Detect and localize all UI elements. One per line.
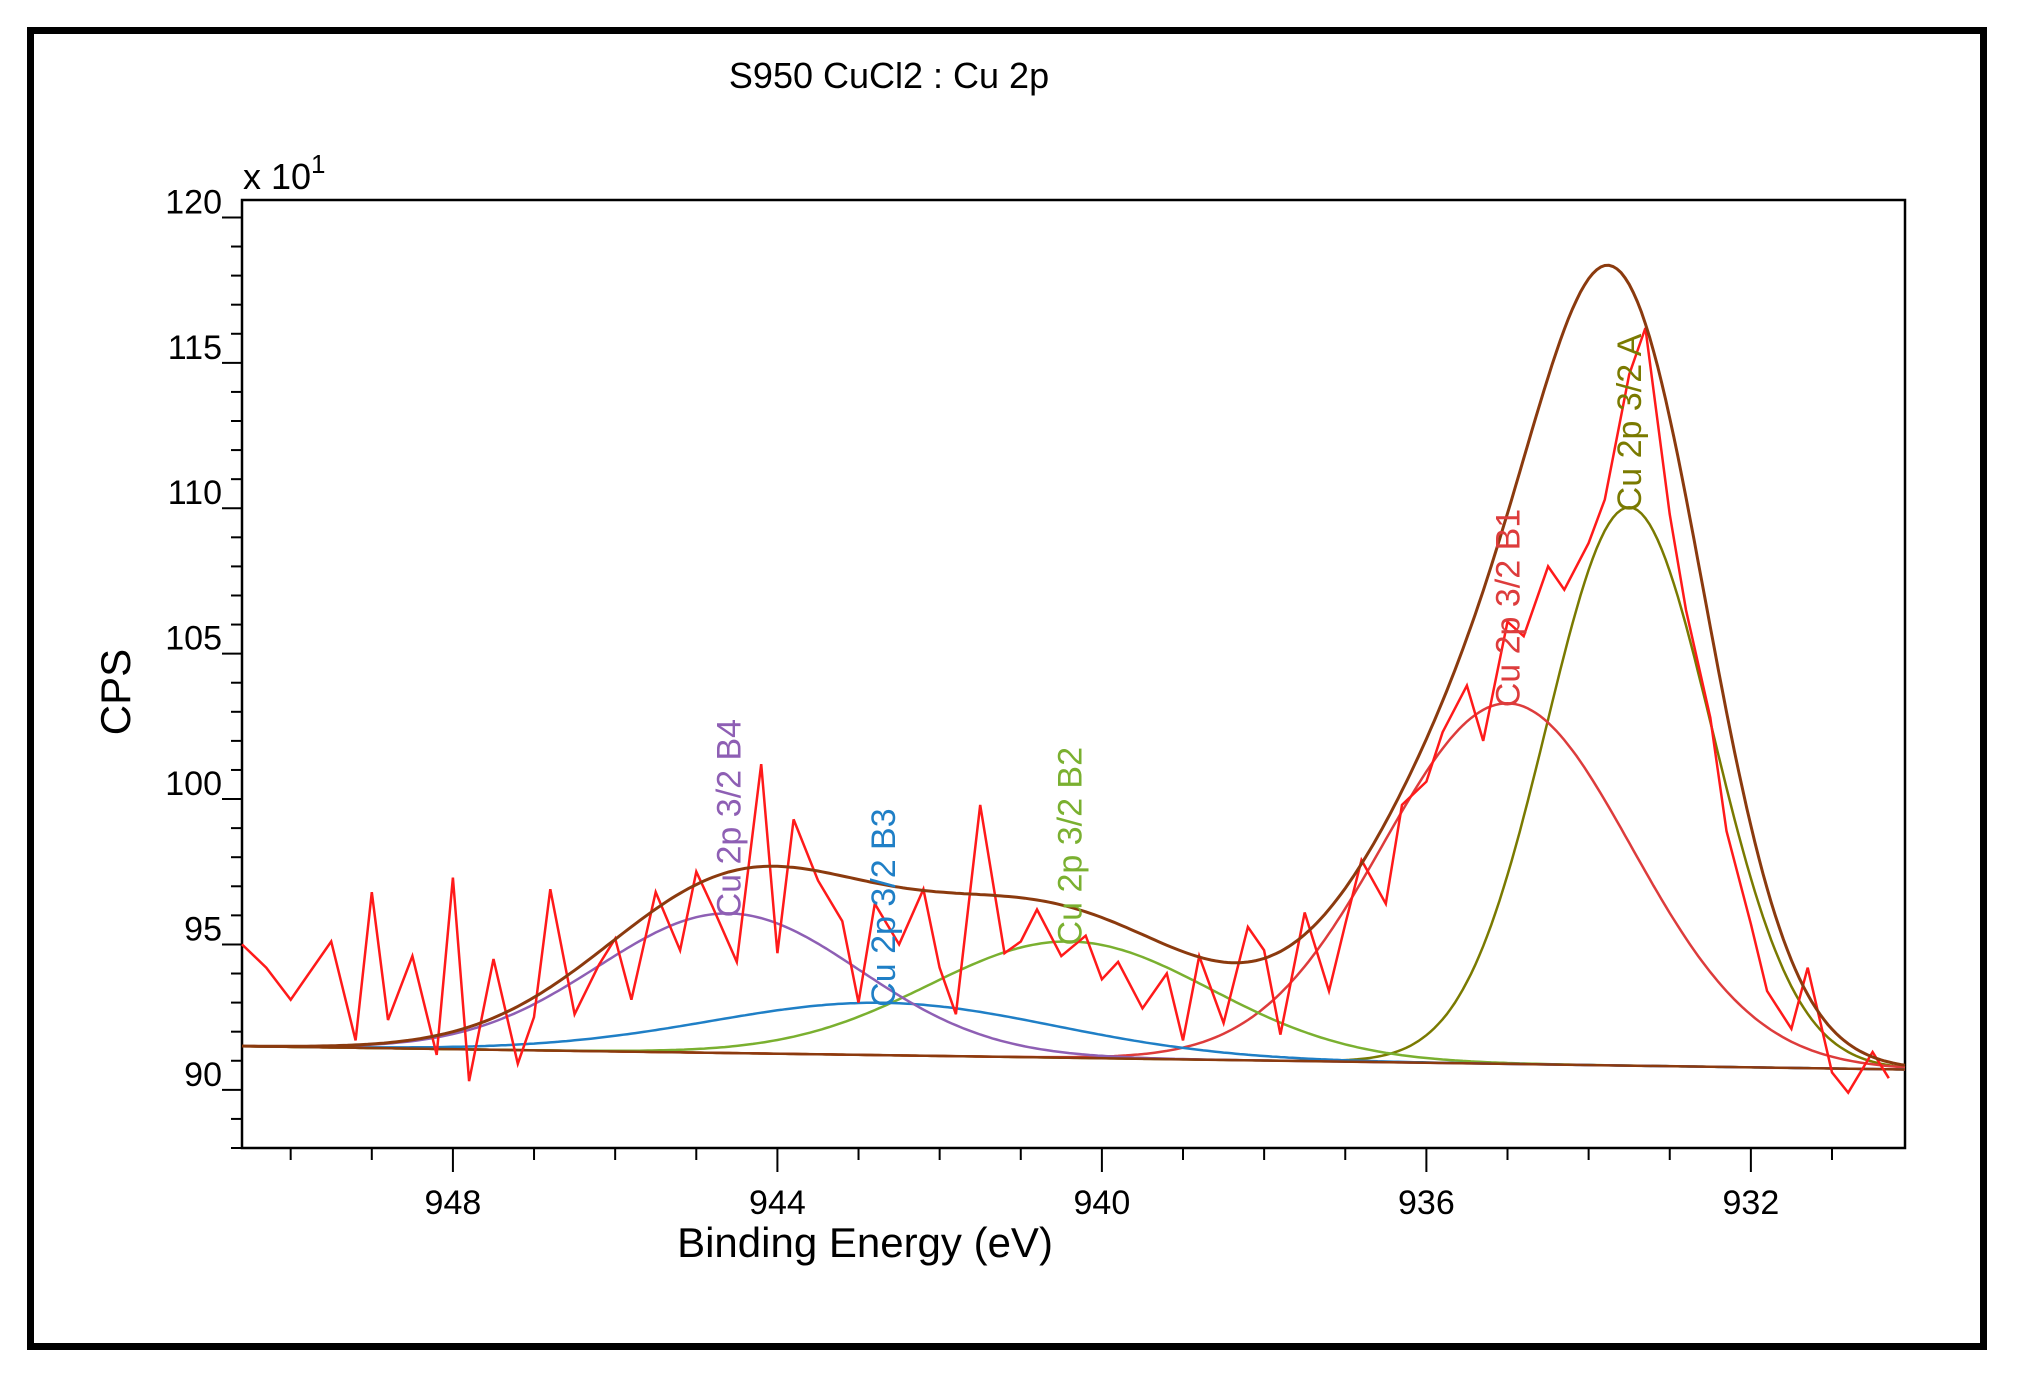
x-tick-label: 948 — [425, 1184, 482, 1222]
y-multiplier: x 101 — [243, 149, 326, 197]
x-tick-label: 936 — [1398, 1184, 1455, 1222]
x-axis-tick-labels: 948 944 940 936 932 — [425, 1184, 1780, 1222]
y-axis-tick-labels: 90 95 100 105 110 115 120 — [165, 183, 222, 1093]
plot-area — [240, 198, 1907, 1150]
x-tick-label: 944 — [749, 1184, 806, 1222]
y-tick-label: 105 — [165, 620, 222, 658]
y-tick-label: 100 — [165, 765, 222, 803]
peak-b3-curve — [242, 1001, 1906, 1071]
y-multiplier-exponent: 1 — [311, 149, 325, 179]
chart-title: S950 CuCl2 : Cu 2p — [729, 55, 1049, 96]
chart-frame: S950 CuCl2 : Cu 2p x 101 CPS Binding Ene… — [27, 27, 1987, 1350]
y-tick-label: 90 — [184, 1056, 222, 1094]
x-tick-label: 932 — [1723, 1184, 1780, 1222]
raw-data-line — [241, 327, 1890, 1095]
y-axis-label: CPS — [92, 649, 139, 735]
envelope-curve — [241, 263, 1906, 1067]
x-tick-label: 940 — [1074, 1184, 1131, 1222]
peak-label-a: Cu 2p 3/2 A — [1611, 333, 1649, 511]
background-line — [241, 1044, 1906, 1071]
y-axis-ticks — [222, 216, 242, 1149]
x-axis-label: Binding Energy (eV) — [677, 1219, 1053, 1266]
x-axis-ticks — [289, 1148, 1833, 1172]
peak-label-b1: Cu 2p 3/2 B1 — [1490, 509, 1528, 707]
peak-label-b3: Cu 2p 3/2 B3 — [865, 808, 903, 1006]
y-tick-label: 120 — [165, 183, 222, 221]
peak-label-b4: Cu 2p 3/2 B4 — [711, 719, 749, 917]
peak-labels: Cu 2p 3/2 A Cu 2p 3/2 B1 Cu 2p 3/2 B2 Cu 2p… — [711, 333, 1649, 1007]
series-layer — [241, 263, 1906, 1095]
y-tick-label: 115 — [168, 329, 222, 367]
chart-svg: S950 CuCl2 : Cu 2p x 101 CPS Binding Ene… — [92, 55, 1907, 1266]
y-tick-label: 95 — [184, 910, 222, 948]
peak-label-b2: Cu 2p 3/2 B2 — [1051, 747, 1089, 945]
y-tick-label: 110 — [168, 474, 222, 512]
y-multiplier-base: x 10 — [243, 156, 311, 197]
